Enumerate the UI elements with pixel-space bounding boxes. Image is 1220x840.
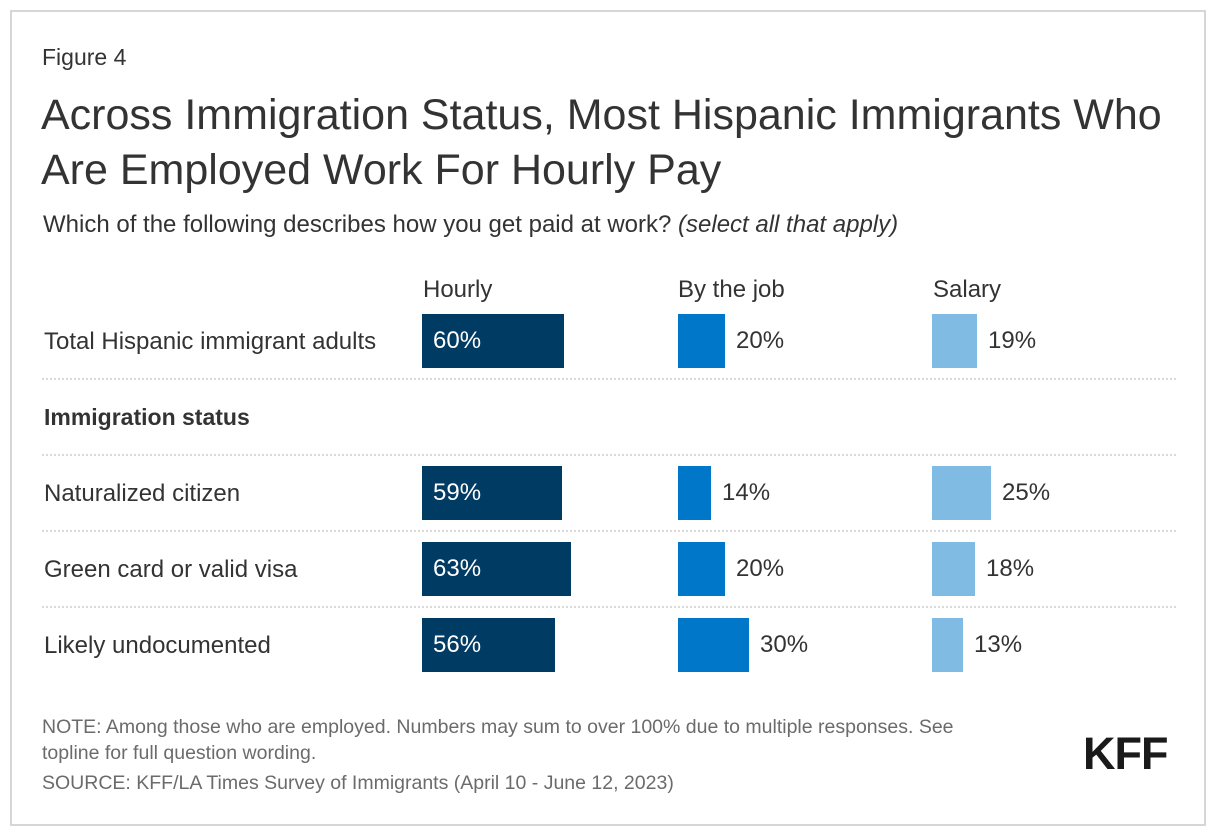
- data-label-hourly-green-card-or-valid-visa: 63%: [433, 555, 482, 582]
- bar-by-the-job-likely-undocumented: [678, 618, 749, 672]
- row-label-naturalized-citizen: Naturalized citizen: [44, 480, 241, 507]
- figure-label: Figure 4: [42, 44, 127, 70]
- data-label-hourly-total-hispanic-immigrant-adults: 60%: [433, 327, 482, 354]
- row-separator: [42, 606, 1176, 608]
- column-header-by-the-job: By the job: [678, 276, 785, 303]
- chart-title: Across Immigration Status, Most Hispanic…: [41, 91, 1162, 194]
- column-header-hourly: Hourly: [423, 276, 493, 303]
- data-label-by-the-job-likely-undocumented: 30%: [760, 631, 809, 658]
- row-label-total: Total Hispanic immigrant adults: [44, 328, 377, 355]
- subtitle-question: Which of the following describes how you…: [43, 211, 672, 238]
- row-separator: [42, 530, 1176, 532]
- column-header-salary: Salary: [933, 276, 1002, 303]
- bar-salary-likely-undocumented: [932, 618, 963, 672]
- bar-hourly-total-hispanic-immigrant-adults: [422, 314, 564, 368]
- row-separator: [42, 378, 1176, 380]
- figure-frame: [10, 10, 1206, 826]
- data-label-salary-total-hispanic-immigrant-adults: 19%: [988, 327, 1037, 354]
- chart-subtitle: Which of the following describes how you…: [43, 211, 898, 239]
- bar-salary-total-hispanic-immigrant-adults: [932, 314, 977, 368]
- note-line-1: NOTE: Among those who are employed. Numb…: [42, 716, 954, 738]
- bar-salary-naturalized-citizen: [932, 466, 991, 520]
- data-label-by-the-job-total-hispanic-immigrant-adults: 20%: [736, 327, 785, 354]
- source-line: SOURCE: KFF/LA Times Survey of Immigrant…: [42, 772, 674, 794]
- data-label-hourly-naturalized-citizen: 59%: [433, 479, 482, 506]
- row-label-likely-undocumented: Likely undocumented: [44, 632, 271, 659]
- data-label-by-the-job-green-card-or-valid-visa: 20%: [736, 555, 785, 582]
- data-label-salary-green-card-or-valid-visa: 18%: [986, 555, 1035, 582]
- data-label-hourly-likely-undocumented: 56%: [433, 631, 482, 658]
- bar-hourly-green-card-or-valid-visa: [422, 542, 571, 596]
- subtitle-qualifier: (select all that apply): [678, 211, 899, 238]
- bar-by-the-job-green-card-or-valid-visa: [678, 542, 725, 596]
- bar-by-the-job-total-hispanic-immigrant-adults: [678, 314, 725, 368]
- bar-hourly-likely-undocumented: [422, 618, 555, 672]
- section-heading-immigration-status: Immigration status: [44, 404, 250, 430]
- data-label-by-the-job-naturalized-citizen: 14%: [722, 479, 771, 506]
- kff-logo: KFF: [1083, 728, 1168, 779]
- bar-hourly-naturalized-citizen: [422, 466, 562, 520]
- bar-salary-green-card-or-valid-visa: [932, 542, 975, 596]
- data-label-salary-likely-undocumented: 13%: [974, 631, 1023, 658]
- data-label-salary-naturalized-citizen: 25%: [1002, 479, 1051, 506]
- row-label-green-card: Green card or valid visa: [44, 556, 298, 583]
- bar-by-the-job-naturalized-citizen: [678, 466, 711, 520]
- row-separator: [42, 454, 1176, 456]
- note-line-2: topline for full question wording.: [42, 742, 317, 764]
